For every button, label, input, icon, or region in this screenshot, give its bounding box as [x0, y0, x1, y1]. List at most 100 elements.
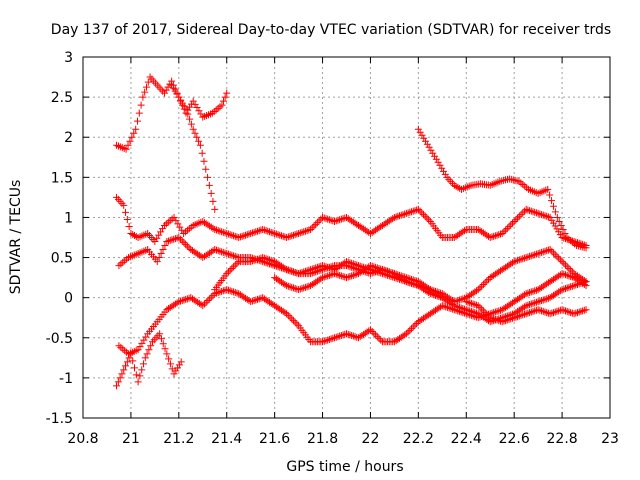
data-point	[565, 272, 573, 280]
data-point	[284, 233, 292, 241]
data-point	[431, 152, 439, 160]
data-point	[185, 294, 193, 302]
data-point	[426, 290, 434, 298]
data-point	[175, 361, 183, 369]
data-point	[271, 229, 279, 237]
data-point	[577, 307, 585, 315]
data-point	[411, 207, 419, 215]
data-point	[157, 250, 165, 258]
data-point	[493, 316, 501, 324]
data-point	[401, 331, 409, 339]
data-point	[344, 258, 352, 266]
y-tick-label: 1	[64, 210, 73, 226]
data-point	[216, 103, 224, 111]
data-point	[425, 143, 433, 151]
data-point	[180, 296, 188, 304]
data-point	[522, 254, 530, 262]
data-point	[155, 254, 163, 262]
data-point	[526, 289, 534, 297]
data-point	[534, 209, 542, 217]
data-point	[313, 263, 321, 271]
data-point	[503, 224, 511, 232]
data-point	[180, 229, 188, 237]
data-point	[551, 208, 559, 216]
data-point	[464, 298, 472, 306]
data-point	[223, 270, 231, 278]
data-point	[313, 219, 321, 227]
data-point	[380, 266, 388, 274]
data-point	[515, 212, 523, 220]
data-point	[514, 214, 522, 222]
data-point	[551, 251, 559, 259]
data-point	[126, 137, 134, 145]
data-point	[269, 229, 277, 237]
data-point	[319, 262, 327, 270]
data-point	[397, 211, 405, 219]
data-point	[408, 279, 416, 287]
data-point	[418, 209, 426, 217]
data-point	[543, 247, 551, 255]
data-point	[230, 232, 238, 240]
data-point	[563, 307, 571, 315]
data-point	[519, 209, 527, 217]
data-point	[532, 298, 540, 306]
data-point	[478, 305, 486, 313]
data-point	[372, 331, 380, 339]
data-point	[562, 284, 570, 292]
data-point	[481, 279, 489, 287]
data-point	[416, 207, 424, 215]
data-point	[123, 358, 131, 366]
data-point	[161, 345, 169, 353]
data-point	[219, 228, 227, 236]
data-point	[173, 299, 181, 307]
data-point	[283, 234, 291, 241]
data-point	[127, 229, 135, 237]
data-point	[319, 274, 327, 282]
data-point	[462, 298, 470, 306]
x-tick-label: 23	[601, 431, 619, 447]
data-point	[164, 218, 172, 226]
data-point	[544, 185, 552, 193]
data-point	[392, 213, 400, 221]
data-point	[375, 264, 383, 272]
data-point	[548, 197, 556, 205]
data-point	[549, 202, 557, 210]
data-point	[567, 309, 575, 317]
data-point	[300, 284, 308, 292]
data-point	[519, 181, 527, 189]
data-point	[331, 270, 339, 278]
data-point	[183, 226, 191, 234]
data-point	[327, 216, 335, 224]
x-tick-label: 21	[122, 431, 140, 447]
data-point	[531, 299, 539, 307]
data-point	[122, 362, 130, 370]
data-point	[527, 288, 535, 296]
data-point	[207, 293, 215, 301]
data-point	[240, 232, 248, 240]
data-point	[296, 229, 304, 237]
data-point	[211, 225, 219, 233]
data-point	[377, 265, 385, 273]
data-point	[138, 366, 146, 374]
data-point	[252, 296, 260, 304]
data-point	[168, 81, 176, 89]
data-point	[454, 303, 462, 311]
data-point	[420, 134, 428, 142]
data-point	[182, 105, 190, 113]
data-point	[140, 336, 148, 344]
data-point	[411, 280, 419, 288]
data-point	[324, 336, 332, 344]
data-point	[202, 165, 210, 173]
data-point	[161, 242, 169, 250]
data-point	[366, 262, 374, 270]
data-point	[180, 102, 188, 110]
data-point	[214, 227, 222, 235]
data-point	[231, 252, 239, 260]
data-point	[247, 258, 255, 266]
data-point	[346, 259, 354, 267]
data-point	[431, 291, 439, 299]
data-point	[429, 149, 437, 157]
data-point	[514, 313, 522, 321]
data-point	[462, 306, 470, 314]
data-point	[567, 283, 575, 291]
